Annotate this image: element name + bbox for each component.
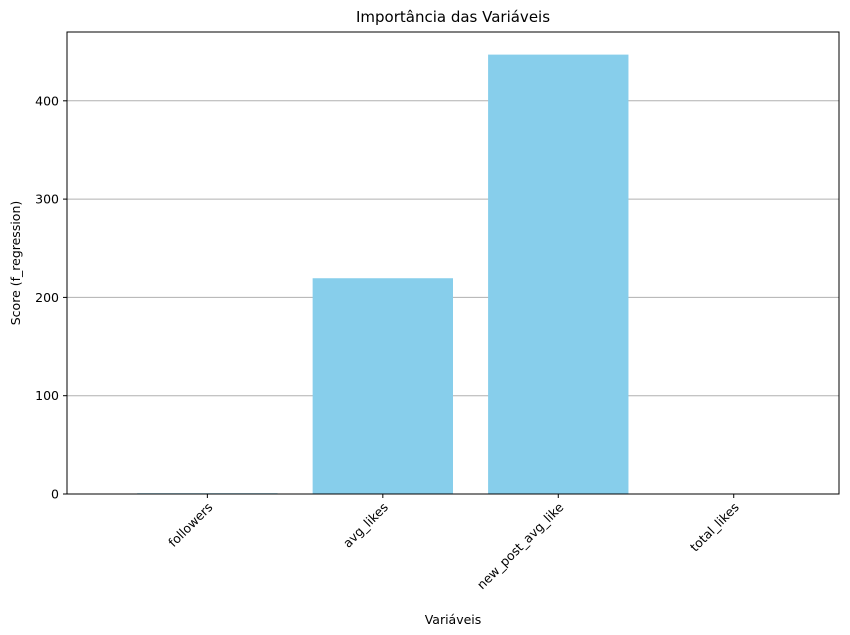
y-tick-label: 0 <box>51 487 59 502</box>
y-tick-label: 200 <box>35 290 59 305</box>
y-axis-label: Score (f_regression) <box>8 201 23 326</box>
bar-avg_likes <box>312 278 453 494</box>
bars-layer <box>137 54 804 495</box>
x-tick-label: new_post_avg_like <box>474 499 567 592</box>
chart-title: Importância das Variáveis <box>356 8 550 26</box>
bar-new_post_avg_like <box>488 54 629 494</box>
y-tick-label: 400 <box>35 93 59 108</box>
plot-frame <box>66 31 840 495</box>
y-tick-label: 100 <box>35 388 59 403</box>
x-tick-label: total_likes <box>687 500 742 555</box>
x-axis: followers avg_likes new_post_avg_like total… <box>165 494 742 592</box>
x-axis-label: Variáveis <box>425 612 482 627</box>
y-tick-label: 300 <box>35 192 59 207</box>
x-tick-label: followers <box>165 500 215 550</box>
x-tick-label: avg_likes <box>340 500 391 551</box>
y-axis: 0 100 200 300 400 <box>35 93 67 502</box>
